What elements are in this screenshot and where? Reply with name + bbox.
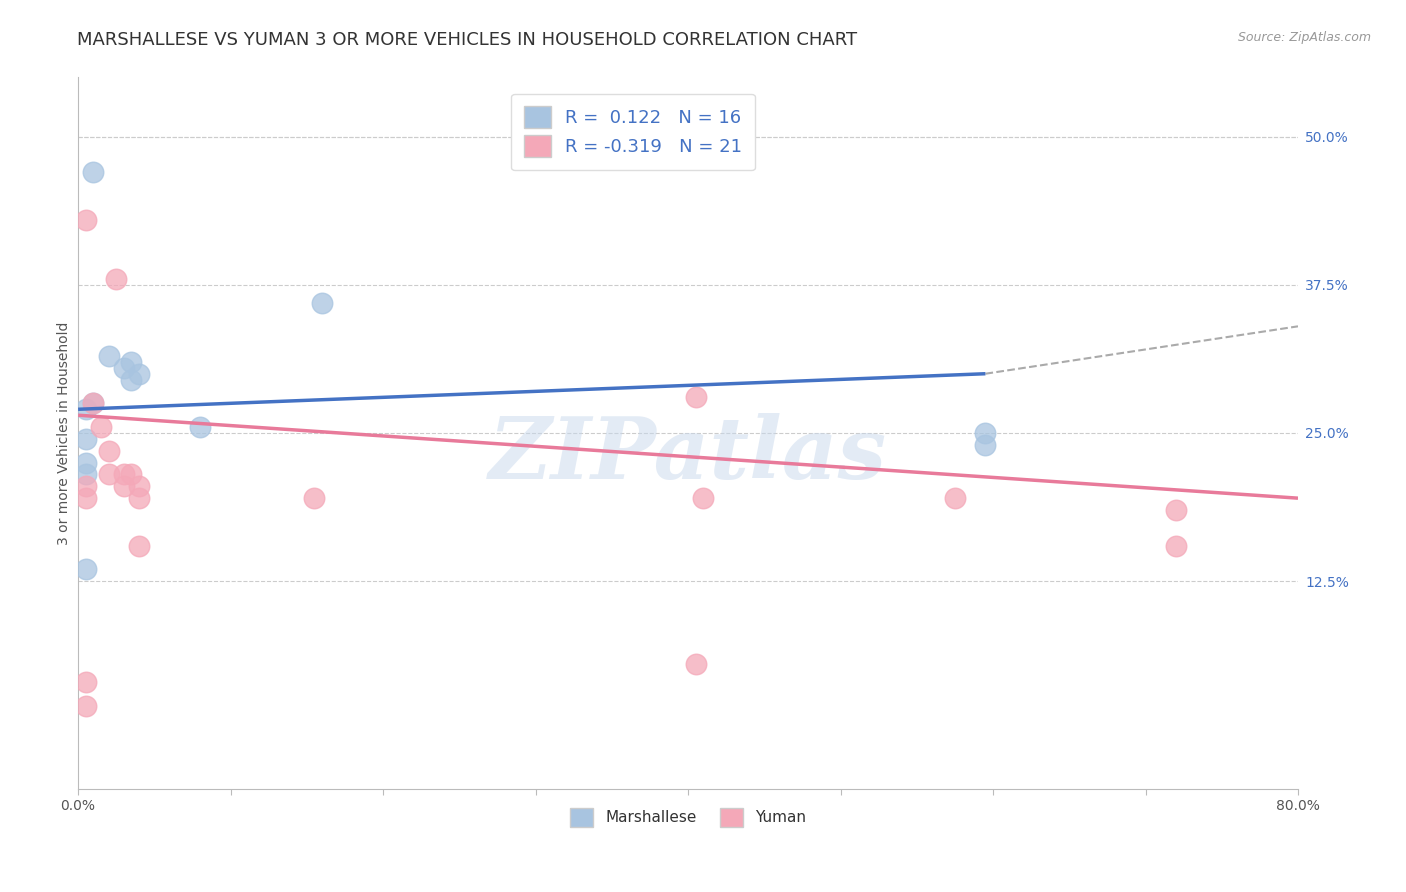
Point xyxy=(121,467,143,482)
Point xyxy=(112,479,135,493)
Point xyxy=(75,698,97,713)
Point xyxy=(82,396,104,410)
Point xyxy=(311,295,333,310)
Point xyxy=(75,402,97,417)
Point xyxy=(974,425,997,440)
Point xyxy=(974,438,997,452)
Point xyxy=(1164,539,1187,553)
Point xyxy=(685,391,707,405)
Point xyxy=(112,467,135,482)
Point xyxy=(1164,503,1187,517)
Point xyxy=(75,467,97,482)
Point xyxy=(75,674,97,689)
Point xyxy=(304,491,326,505)
Text: ZIPatlas: ZIPatlas xyxy=(489,413,887,496)
Text: MARSHALLESE VS YUMAN 3 OR MORE VEHICLES IN HOUSEHOLD CORRELATION CHART: MARSHALLESE VS YUMAN 3 OR MORE VEHICLES … xyxy=(77,31,858,49)
Point xyxy=(75,432,97,446)
Point xyxy=(75,212,97,227)
Point xyxy=(105,272,128,286)
Point xyxy=(128,479,150,493)
Y-axis label: 3 or more Vehicles in Household: 3 or more Vehicles in Household xyxy=(58,321,72,545)
Point xyxy=(97,349,120,363)
Point xyxy=(82,396,104,410)
Text: Source: ZipAtlas.com: Source: ZipAtlas.com xyxy=(1237,31,1371,45)
Point xyxy=(75,562,97,576)
Point xyxy=(90,420,112,434)
Point xyxy=(685,657,707,671)
Point xyxy=(97,467,120,482)
Point xyxy=(112,360,135,375)
Point xyxy=(82,165,104,179)
Point xyxy=(128,367,150,381)
Point xyxy=(75,456,97,470)
Point xyxy=(128,491,150,505)
Point xyxy=(75,491,97,505)
Point xyxy=(75,479,97,493)
Point xyxy=(121,373,143,387)
Point xyxy=(97,443,120,458)
Point xyxy=(188,420,211,434)
Point xyxy=(128,539,150,553)
Legend: Marshallese, Yuman: Marshallese, Yuman xyxy=(562,800,814,834)
Point xyxy=(121,355,143,369)
Point xyxy=(692,491,714,505)
Point xyxy=(943,491,966,505)
